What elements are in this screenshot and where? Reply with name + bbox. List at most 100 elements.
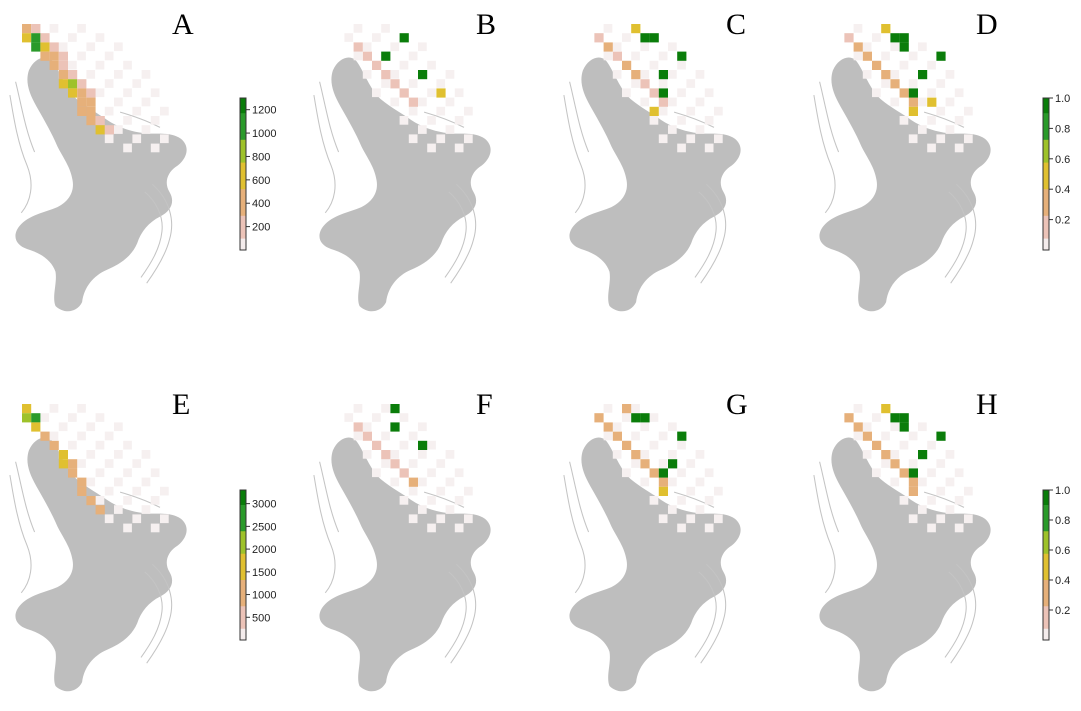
cell: [936, 459, 946, 468]
cell: [890, 450, 900, 459]
legend-step: [1043, 587, 1049, 592]
cell: [123, 88, 132, 98]
legend-step: [240, 606, 246, 611]
legend-step: [1043, 147, 1049, 152]
cell: [445, 70, 455, 79]
value-cell: [31, 24, 41, 34]
value-cell: [399, 88, 409, 98]
legend-step: [240, 565, 246, 570]
legend-step: [240, 158, 246, 164]
legend-step: [240, 196, 246, 202]
cell: [58, 422, 68, 432]
cell: [445, 97, 455, 107]
value-cell: [381, 450, 391, 460]
cell: [872, 33, 881, 42]
cell: [695, 70, 705, 79]
legend-step: [240, 550, 246, 555]
legend-step: [1043, 113, 1049, 118]
cell: [95, 440, 105, 450]
cell: [677, 523, 686, 533]
cell: [686, 134, 696, 144]
value-cell: [899, 468, 909, 478]
legend-step: [240, 215, 246, 221]
cell: [954, 523, 964, 533]
cell: [954, 88, 964, 98]
legend-step: [1043, 595, 1049, 600]
value-cell: [908, 486, 918, 496]
value-cell: [390, 79, 400, 89]
value-cell: [86, 116, 96, 126]
value-cell: [908, 97, 918, 107]
cell: [927, 143, 936, 153]
value-cells: [22, 24, 114, 135]
value-cell: [899, 413, 909, 423]
legend-step: [1043, 238, 1049, 243]
value-cell: [77, 486, 87, 496]
cell: [686, 514, 696, 524]
legend-step: [1043, 105, 1049, 110]
cell: [612, 70, 622, 79]
legend-step: [240, 143, 246, 148]
value-cell: [22, 413, 32, 423]
cell: [881, 459, 890, 468]
legend-step: [1043, 223, 1049, 228]
cell: [640, 477, 650, 487]
legend-tick-label: 0.8: [1055, 123, 1070, 135]
value-cell: [622, 440, 632, 450]
cell: [954, 116, 964, 125]
cell: [918, 97, 927, 107]
cell: [114, 125, 123, 134]
panel-label: G: [726, 388, 748, 421]
value-cell: [631, 413, 641, 423]
value-cell: [908, 106, 918, 116]
value-cell: [908, 88, 918, 98]
cell: [704, 496, 714, 505]
value-cell: [677, 431, 687, 441]
legend-step: [240, 493, 246, 498]
value-cell: [631, 450, 641, 460]
cell: [686, 79, 696, 88]
value-cell: [881, 24, 891, 34]
cell: [927, 116, 936, 125]
value-cell: [58, 51, 68, 61]
legend-step: [240, 520, 246, 525]
value-cell: [658, 468, 668, 478]
cell: [436, 486, 446, 496]
cell: [927, 496, 936, 505]
value-cell: [77, 97, 87, 107]
legend-step: [240, 151, 246, 156]
cell: [668, 125, 677, 134]
map-panels: A B C D E F G H: [9, 8, 998, 692]
value-cells: [22, 404, 105, 515]
legend-step: [240, 212, 246, 217]
cell: [908, 431, 918, 441]
legend-step: [240, 98, 246, 103]
legend-tick-label: 1200: [252, 105, 276, 117]
value-cell: [918, 450, 928, 460]
cell: [862, 70, 872, 79]
cell: [427, 523, 436, 533]
cell: [686, 459, 696, 468]
legend-tick-label: 0.2: [1055, 605, 1070, 617]
cell: [927, 60, 936, 70]
legend-step: [1043, 520, 1049, 525]
cell: [612, 450, 622, 459]
value-cell: [68, 88, 78, 98]
legend-step: [1043, 185, 1049, 190]
cell: [908, 514, 918, 524]
legend-step: [1043, 598, 1049, 603]
cell: [95, 413, 105, 422]
cell: [454, 496, 464, 505]
legend-abundance-bottom: 500 1000 1500 2000 2500 3000: [239, 489, 276, 641]
value-cell: [362, 51, 372, 61]
value-cell: [649, 468, 659, 478]
cell: [141, 125, 151, 134]
cell: [668, 450, 677, 459]
legend-step: [240, 242, 246, 247]
cell: [936, 514, 946, 524]
cell: [427, 60, 436, 70]
cell: [899, 60, 909, 70]
legend-step: [1043, 231, 1049, 236]
cell: [612, 42, 622, 52]
cell: [622, 468, 631, 478]
